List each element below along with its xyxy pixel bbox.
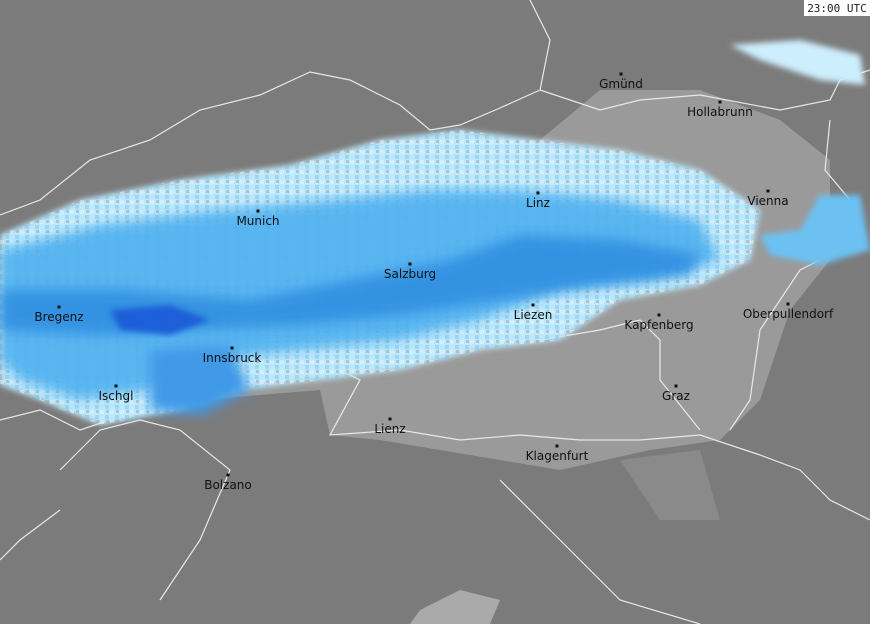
city-dot bbox=[786, 302, 790, 306]
city-name: Bolzano bbox=[204, 478, 252, 492]
city-dot bbox=[226, 473, 230, 477]
timestamp-box bbox=[804, 0, 870, 16]
city-dot bbox=[531, 303, 535, 307]
precipitation bbox=[0, 40, 870, 425]
city-name: Oberpullendorf bbox=[743, 307, 834, 321]
city-dot bbox=[114, 384, 118, 388]
city-name: Kapfenberg bbox=[624, 318, 693, 332]
city-name: Salzburg bbox=[384, 267, 436, 281]
city-dot bbox=[536, 191, 540, 195]
city-dot bbox=[408, 262, 412, 266]
city-dot bbox=[57, 305, 61, 309]
city-dot bbox=[555, 444, 559, 448]
timestamp: 23:00 UTC bbox=[807, 2, 867, 15]
city-dot bbox=[388, 417, 392, 421]
city-name: Gmünd bbox=[599, 77, 643, 91]
city-name: Bregenz bbox=[34, 310, 83, 324]
city-name: Graz bbox=[662, 389, 690, 403]
city-dot bbox=[230, 346, 234, 350]
city-name: Linz bbox=[526, 196, 550, 210]
city-dot bbox=[657, 313, 661, 317]
city-name: Vienna bbox=[747, 194, 788, 208]
city-dot bbox=[718, 100, 722, 104]
city-name: Hollabrunn bbox=[687, 105, 753, 119]
city-name: Klagenfurt bbox=[526, 449, 589, 463]
city-name: Liezen bbox=[514, 308, 553, 322]
terrain bbox=[620, 450, 720, 520]
city-name: Munich bbox=[236, 214, 279, 228]
city-dot bbox=[256, 209, 260, 213]
lake bbox=[410, 590, 500, 624]
city-dot bbox=[766, 189, 770, 193]
city-name: Ischgl bbox=[99, 389, 134, 403]
city-name: Lienz bbox=[374, 422, 405, 436]
city-name: Innsbruck bbox=[203, 351, 262, 365]
city-dot bbox=[674, 384, 678, 388]
city-dot bbox=[619, 72, 623, 76]
city-labels: Gmünd Hollabrunn Linz Vienna Munich Salzburg B… bbox=[34, 72, 834, 492]
